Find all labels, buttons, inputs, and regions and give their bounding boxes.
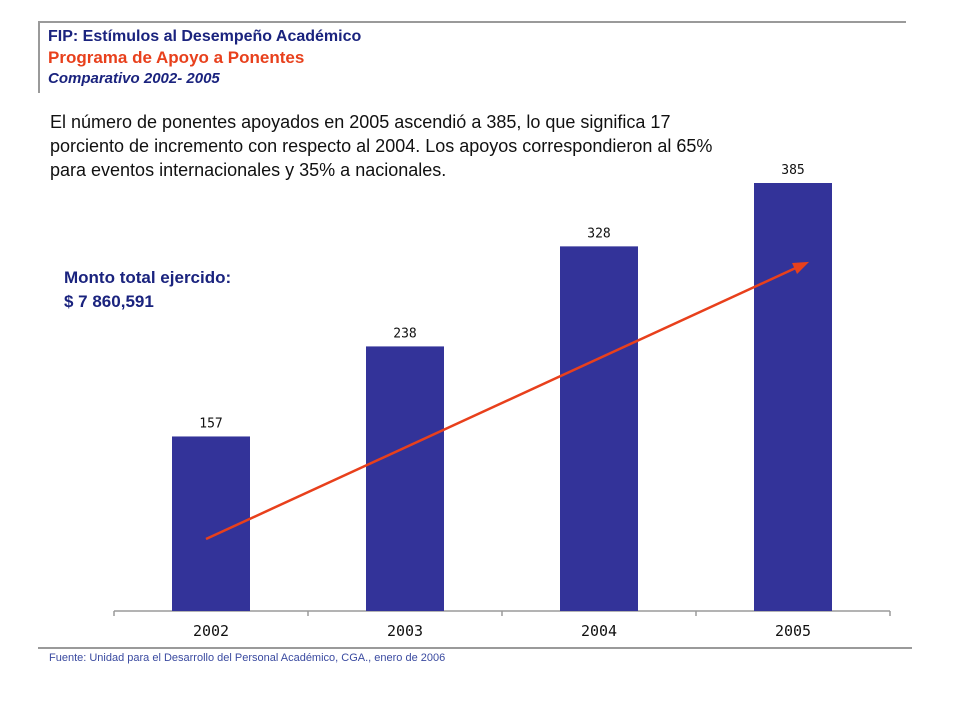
data-label-2005: 385	[781, 163, 804, 178]
total-amount-label: Monto total ejercido:	[64, 268, 232, 287]
page-title: Programa de Apoyo a Ponentes	[48, 48, 305, 67]
data-label-2003: 238	[393, 326, 416, 341]
trend-arrow-line	[205, 264, 801, 541]
data-label-2002: 157	[199, 416, 222, 431]
header-frame-top	[38, 21, 906, 23]
bar-2005	[754, 183, 832, 611]
summary-line-2: porciento de incremento con respecto al …	[50, 136, 713, 156]
summary-line-3: para eventos internacionales y 35% a nac…	[50, 160, 447, 180]
summary-line-1: El número de ponentes apoyados en 2005 a…	[50, 112, 671, 132]
total-amount-value: $ 7 860,591	[64, 292, 154, 311]
total-amount-box: Monto total ejercido: $ 7 860,591	[64, 266, 231, 314]
header: FIP: Estímulos al Desempeño Académico Pr…	[48, 27, 361, 89]
data-label-2004: 328	[587, 226, 610, 241]
page-subtitle: Comparativo 2002- 2005	[48, 70, 220, 87]
tick-label-2003: 2003	[387, 622, 423, 640]
header-frame-left	[38, 21, 40, 93]
footer-rule	[38, 647, 912, 649]
trend-arrow-head	[792, 261, 810, 274]
summary-text: El número de ponentes apoyados en 2005 a…	[50, 110, 850, 182]
tick-label-2002: 2002	[193, 622, 229, 640]
source-note: Fuente: Unidad para el Desarrollo del Pe…	[49, 652, 446, 664]
bar-2004	[560, 246, 638, 612]
tick-label-2005: 2005	[775, 622, 811, 640]
header-program: FIP: Estímulos al Desempeño Académico	[48, 28, 362, 45]
tick-label-2004: 2004	[581, 622, 617, 640]
bar-2003	[366, 346, 444, 611]
